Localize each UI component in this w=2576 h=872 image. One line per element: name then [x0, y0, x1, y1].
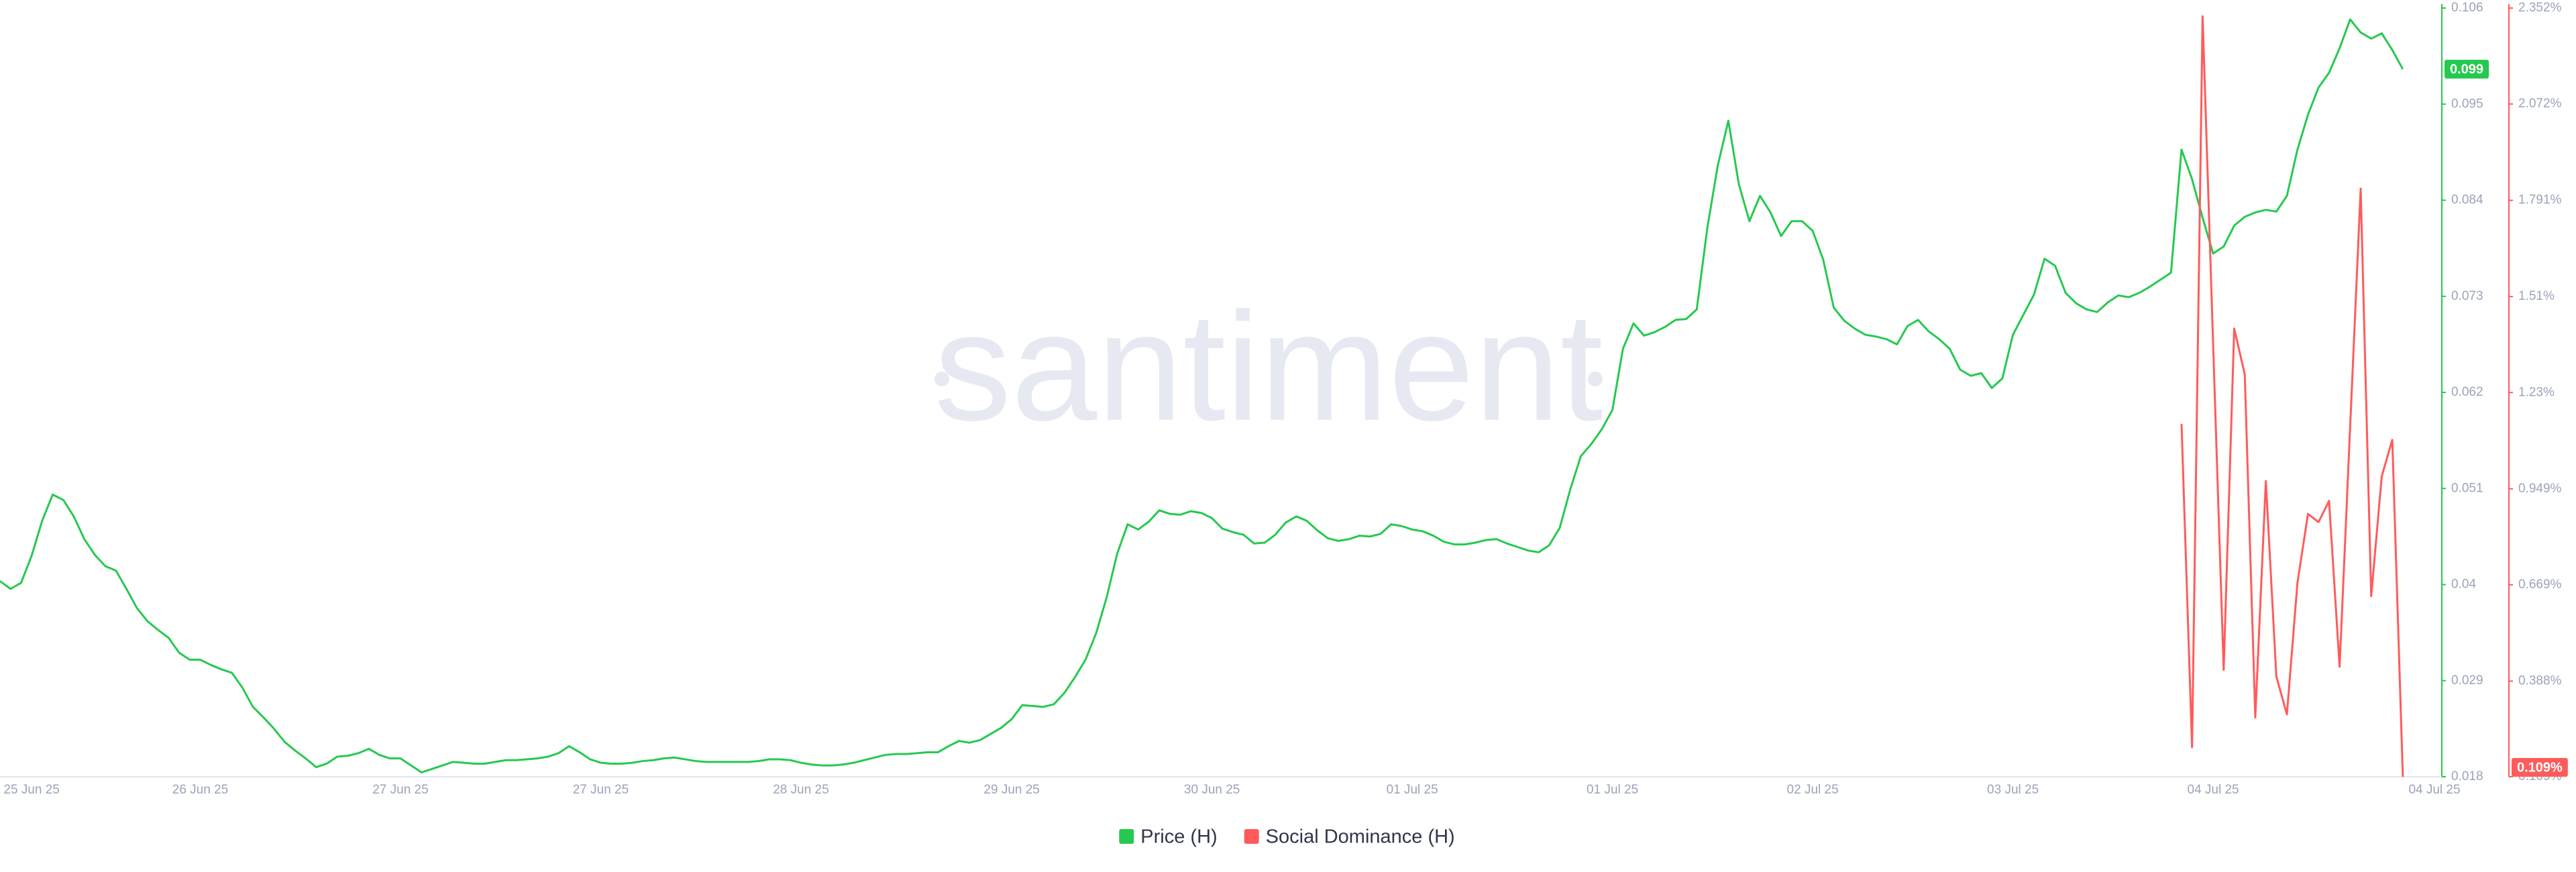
x-tick-label: 27 Jun 25	[372, 783, 428, 797]
last-value-label: 0.099	[2450, 62, 2483, 76]
y-tick-label: 0.095	[2451, 97, 2483, 111]
y-tick-label: 0.073	[2451, 289, 2483, 303]
x-tick-label: 27 Jun 25	[573, 783, 629, 797]
x-tick-label: 26 Jun 25	[172, 783, 228, 797]
y-tick-label: 0.106	[2451, 1, 2483, 15]
last-value-badge	[2445, 60, 2489, 79]
y2-tick-label: 0.388%	[2518, 673, 2562, 688]
x-tick-label: 28 Jun 25	[773, 783, 828, 797]
series-line	[0, 18, 2404, 773]
y2-tick-label: 1.23%	[2518, 385, 2555, 399]
watermark-dot	[934, 372, 949, 386]
y2-tick-label: 1.791%	[2518, 193, 2562, 207]
y-tick-label: 0.051	[2451, 481, 2483, 495]
x-tick-label: 04 Jul 25	[2408, 783, 2460, 797]
legend-label: Social Dominance (H)	[1266, 826, 1455, 848]
y-tick-label: 0.029	[2451, 673, 2483, 688]
y2-tick-label: 2.352%	[2518, 1, 2562, 15]
y2-tick-label: 1.51%	[2518, 289, 2555, 303]
x-tick-label: 01 Jul 25	[1587, 783, 1638, 797]
x-tick-label: 01 Jul 25	[1387, 783, 1438, 797]
y2-tick-label: 0.949%	[2518, 482, 2562, 496]
x-tick-label: 25 Jun 25	[3, 783, 59, 797]
x-tick-label: 03 Jul 25	[1987, 783, 2039, 797]
legend-swatch	[1244, 829, 1259, 844]
x-tick-label: 04 Jul 25	[2188, 783, 2239, 797]
last-value-label: 0.109%	[2517, 760, 2563, 775]
watermark: santiment	[934, 280, 1603, 453]
y-tick-label: 0.04	[2451, 578, 2476, 592]
y2-tick-label: 2.072%	[2518, 97, 2562, 111]
series-line	[2180, 15, 2404, 777]
y2-tick-label: 0.669%	[2518, 578, 2562, 592]
legend-label: Price (H)	[1140, 826, 1217, 848]
watermark-dot	[1588, 372, 1603, 386]
legend-swatch	[1119, 829, 1134, 844]
y-tick-label: 0.018	[2451, 769, 2483, 783]
last-value-badge	[2512, 758, 2568, 777]
y-tick-label: 0.084	[2451, 193, 2483, 207]
x-tick-label: 02 Jul 25	[1787, 783, 1839, 797]
y-tick-label: 0.062	[2451, 385, 2483, 399]
x-tick-label: 29 Jun 25	[983, 783, 1039, 797]
x-tick-label: 30 Jun 25	[1184, 783, 1240, 797]
